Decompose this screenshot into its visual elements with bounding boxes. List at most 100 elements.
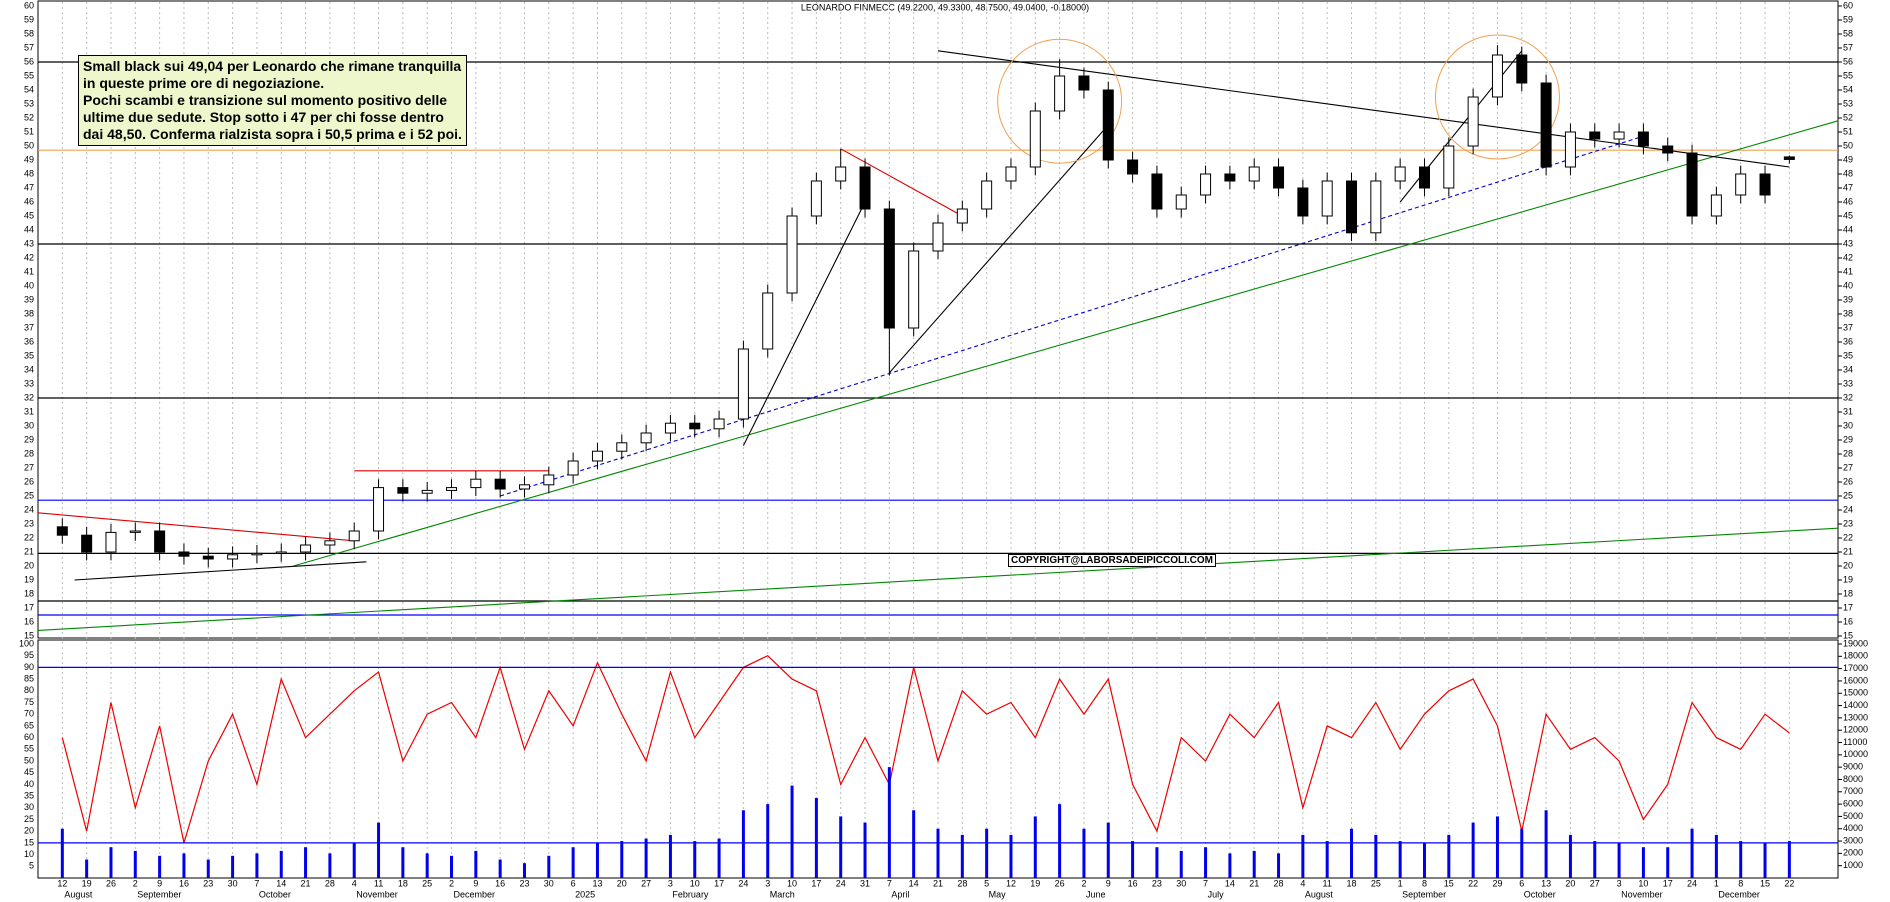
candle-body [883, 208, 895, 329]
volume-bar [693, 841, 697, 878]
candle-body [591, 450, 603, 462]
y-tick-label-right: 48 [1843, 168, 1853, 178]
y-tick-label-right: 40 [1843, 280, 1853, 290]
x-tick-label: 7 [1203, 878, 1208, 888]
candle-body [178, 551, 190, 557]
x-tick-label: 30 [228, 878, 238, 888]
y-tick-label-right: 23 [1843, 518, 1853, 528]
month-label: March [770, 889, 795, 899]
candle-body [1589, 131, 1601, 140]
volume-bar [644, 838, 648, 878]
volume-bar [450, 855, 454, 878]
x-tick-label: 6 [571, 878, 576, 888]
y-tick-label: 15 [24, 630, 34, 640]
x-tick-label: 19 [82, 878, 92, 888]
candle-body [1248, 166, 1260, 182]
candle-body [1297, 187, 1309, 217]
x-tick-label: 14 [276, 878, 286, 888]
volume-bar [1447, 834, 1451, 878]
trend-line [937, 50, 1790, 168]
y-tick-label: 26 [24, 476, 34, 486]
volume-bar [839, 816, 843, 878]
y-tick-label: 90 [24, 662, 34, 672]
highlight-circle [1434, 34, 1560, 160]
comment-line: Pochi scambi e transizione sul momento p… [83, 92, 448, 108]
volume-bar [85, 859, 89, 878]
x-tick-label: 12 [1006, 878, 1016, 888]
candle-body [1540, 82, 1552, 168]
y-tick-label: 17 [24, 602, 34, 612]
y-tick-label: 39 [24, 294, 34, 304]
volume-bar [1204, 847, 1208, 878]
candle-body [1467, 96, 1479, 147]
volume-bar [1325, 841, 1329, 878]
comment-line: ultime due sedute. Stop sotto i 47 per c… [83, 109, 444, 125]
y2-tick-label: 12000 [1843, 725, 1868, 735]
x-tick-label: 29 [1492, 878, 1502, 888]
y2-tick-label: 13000 [1843, 712, 1868, 722]
x-tick-label: 10 [787, 878, 797, 888]
y-tick-label: 30 [24, 802, 34, 812]
x-tick-label: 1 [1714, 878, 1719, 888]
volume-bar [1301, 834, 1305, 878]
x-tick-label: 5 [984, 878, 989, 888]
x-tick-label: 15 [1760, 878, 1770, 888]
y-tick-label-right: 56 [1843, 56, 1853, 66]
x-tick-label: 20 [1565, 878, 1575, 888]
volume-bar [498, 859, 502, 878]
volume-bar [1131, 841, 1135, 878]
highlight-circle [997, 38, 1123, 164]
x-tick-label: 28 [325, 878, 335, 888]
candle-body [1443, 145, 1455, 189]
trend-line [74, 561, 367, 581]
x-tick-label: 14 [909, 878, 919, 888]
candle-body [202, 555, 214, 560]
y-tick-label: 34 [24, 364, 34, 374]
chart-title: LEONARDO FINMECC (49.2200, 49.3300, 48.7… [801, 2, 1089, 12]
volume-bar [1471, 822, 1475, 878]
y-tick-label-right: 39 [1843, 294, 1853, 304]
y-tick-label: 27 [24, 462, 34, 472]
x-tick-label: 30 [544, 878, 554, 888]
y-tick-label-right: 34 [1843, 364, 1853, 374]
candle-body [835, 166, 847, 182]
volume-bar [522, 863, 526, 878]
x-tick-label: 4 [1300, 878, 1305, 888]
trend-line [1399, 50, 1523, 203]
y-tick-label-right: 36 [1843, 336, 1853, 346]
y-tick-label: 35 [24, 790, 34, 800]
candle-body [1127, 159, 1139, 175]
candle-body [275, 551, 287, 554]
candle-body [373, 487, 385, 532]
volume-bar [1763, 843, 1767, 878]
y-tick-label-right: 28 [1843, 448, 1853, 458]
x-tick-label: 8 [1422, 878, 1427, 888]
x-tick-label: 30 [1176, 878, 1186, 888]
candle-body [1151, 173, 1163, 210]
y-tick-label-right: 50 [1843, 140, 1853, 150]
volume-bar [352, 843, 356, 878]
x-tick-label: 17 [811, 878, 821, 888]
y-tick-label: 46 [24, 196, 34, 206]
y-tick-label: 30 [24, 420, 34, 430]
candle-body [421, 489, 433, 494]
y-tick-label: 31 [24, 406, 34, 416]
candle-body [1273, 166, 1285, 189]
month-label: September [137, 889, 181, 899]
x-tick-label: 2 [133, 878, 138, 888]
x-tick-label: 2 [1081, 878, 1086, 888]
y-tick-label-right: 24 [1843, 504, 1853, 514]
volume-bar [595, 843, 599, 878]
candle-body [1394, 166, 1406, 182]
volume-bar [1009, 834, 1013, 878]
x-tick-label: 22 [1784, 878, 1794, 888]
volume-bar [60, 828, 64, 878]
volume-bar [766, 804, 770, 878]
month-label: November [1621, 889, 1663, 899]
y-tick-label: 18 [24, 588, 34, 598]
month-label: August [64, 889, 93, 899]
x-tick-label: 21 [301, 878, 311, 888]
y-tick-label-right: 30 [1843, 420, 1853, 430]
x-tick-label: 26 [1055, 878, 1065, 888]
y-tick-label: 23 [24, 518, 34, 528]
